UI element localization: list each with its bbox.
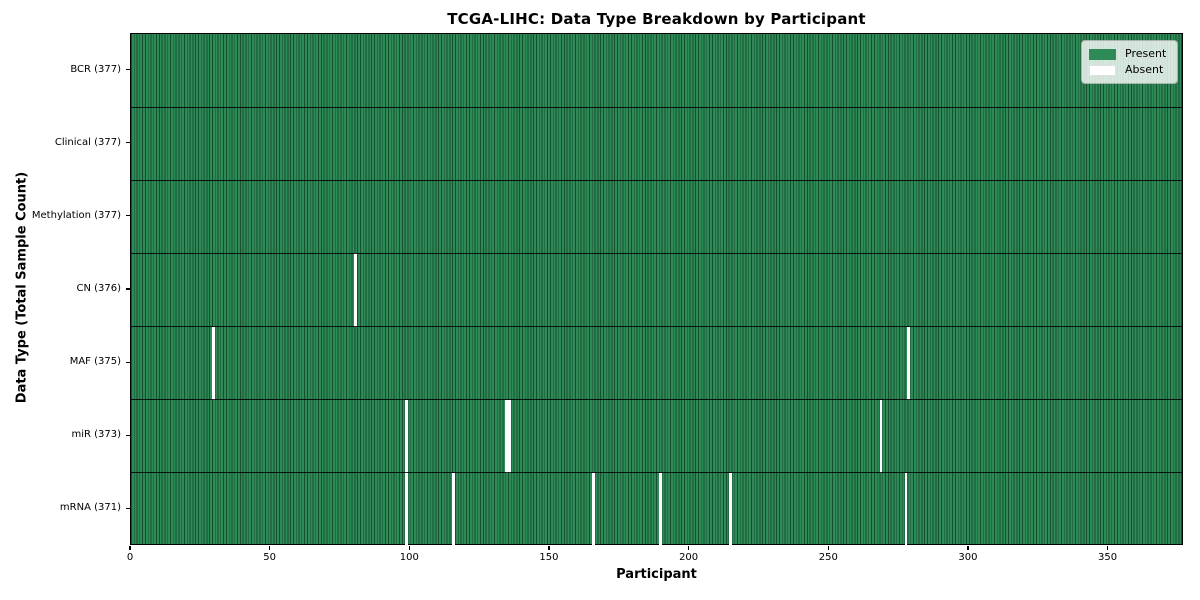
absence-mark — [904, 472, 908, 546]
y-tick-label: Methylation (377) — [31, 209, 121, 221]
absence-mark — [505, 399, 509, 473]
legend-label-present: Present — [1125, 47, 1167, 60]
absence-mark — [879, 399, 883, 473]
absence-mark — [907, 326, 911, 400]
y-tick-label: mRNA (371) — [59, 502, 121, 514]
y-tick-label: MAF (375) — [69, 356, 121, 368]
y-tick-mark — [125, 434, 130, 436]
absence-mark — [728, 472, 732, 546]
y-tick-mark — [125, 288, 130, 290]
absence-mark — [354, 253, 358, 327]
plot-area — [130, 33, 1183, 546]
x-tick-mark — [548, 546, 550, 550]
absence-mark — [508, 399, 511, 473]
y-tick-label: BCR (377) — [70, 63, 121, 75]
row-divider — [131, 326, 1182, 328]
absence-mark — [591, 472, 595, 546]
row-divider — [131, 106, 1182, 108]
absence-mark — [452, 472, 455, 546]
legend-item-absent: Absent — [1089, 62, 1169, 78]
legend: Present Absent — [1081, 40, 1178, 84]
row-divider — [131, 179, 1182, 181]
x-tick-label: 200 — [679, 552, 699, 563]
y-tick-mark — [125, 507, 130, 510]
x-tick-label: 150 — [539, 552, 559, 563]
x-tick-mark — [967, 546, 969, 550]
absence-mark — [658, 472, 662, 546]
y-tick-mark — [125, 361, 130, 363]
y-tick-label: CN (376) — [76, 283, 121, 294]
absence-mark — [212, 326, 215, 400]
absence-mark — [404, 399, 408, 473]
present-swatch-icon — [1089, 48, 1116, 60]
x-tick-mark — [269, 546, 271, 550]
chart-title: TCGA-LIHC: Data Type Breakdown by Partic… — [447, 10, 866, 28]
legend-item-present: Present — [1089, 46, 1169, 62]
x-tick-mark — [688, 546, 690, 550]
x-tick-label: 100 — [399, 552, 419, 563]
x-tick-label: 300 — [958, 552, 978, 563]
row-divider — [131, 252, 1182, 254]
x-tick-label: 0 — [126, 552, 134, 563]
x-tick-label: 50 — [263, 552, 276, 563]
y-tick-label: Clinical (377) — [54, 136, 121, 148]
y-tick-mark — [125, 215, 130, 217]
legend-label-absent: Absent — [1125, 63, 1164, 76]
x-axis-label: Participant — [616, 567, 697, 582]
row-divider — [131, 399, 1182, 401]
row-divider — [131, 472, 1182, 474]
x-tick-mark — [1106, 546, 1109, 550]
x-tick-mark — [129, 546, 131, 550]
y-tick-mark — [125, 68, 130, 71]
x-tick-mark — [827, 546, 829, 550]
y-tick-label: miR (373) — [71, 429, 121, 441]
x-tick-label: 350 — [1098, 552, 1118, 563]
x-tick-mark — [408, 546, 410, 550]
absent-swatch-icon — [1089, 64, 1116, 76]
x-tick-label: 250 — [818, 552, 838, 563]
absence-mark — [404, 472, 408, 546]
y-tick-mark — [125, 142, 130, 144]
